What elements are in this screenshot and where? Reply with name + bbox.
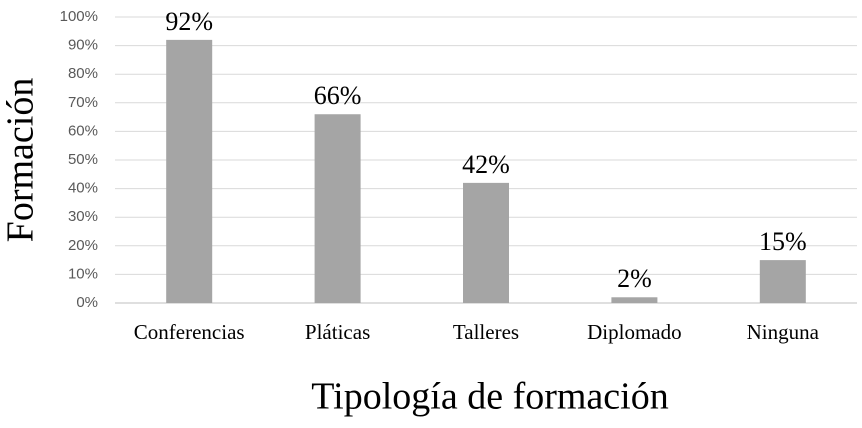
x-tick-label: Ninguna	[747, 320, 820, 344]
y-tick-label: 100%	[60, 8, 98, 25]
x-axis-title: Tipología de formación	[311, 376, 668, 418]
bar	[463, 182, 509, 303]
y-tick-label: 40%	[68, 180, 98, 197]
value-label: 2%	[617, 264, 652, 293]
value-label: 92%	[165, 7, 213, 36]
value-label: 66%	[314, 81, 362, 110]
y-axis-title: Formación	[0, 78, 42, 243]
y-tick-label: 20%	[68, 237, 98, 254]
x-tick-label: Conferencias	[134, 320, 245, 344]
x-tick-label: Diplomado	[587, 320, 682, 344]
y-tick-label: 50%	[68, 151, 98, 168]
y-tick-label: 0%	[76, 294, 98, 311]
bar	[611, 297, 658, 303]
y-tick-label: 60%	[68, 122, 98, 139]
bar	[314, 114, 361, 304]
x-tick-label: Talleres	[453, 320, 519, 344]
y-tick-label: 30%	[68, 208, 98, 225]
y-tick-label: 70%	[68, 94, 98, 111]
value-label: 42%	[462, 150, 510, 179]
value-label: 15%	[759, 227, 807, 256]
bar	[759, 260, 806, 303]
x-tick-label: Pláticas	[305, 320, 370, 344]
bar	[166, 39, 213, 303]
y-tick-label: 90%	[68, 37, 98, 54]
y-tick-label: 10%	[68, 265, 98, 282]
y-tick-label: 80%	[68, 65, 98, 82]
